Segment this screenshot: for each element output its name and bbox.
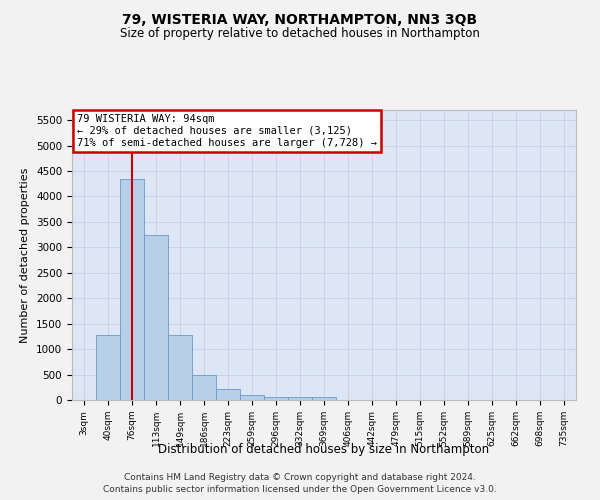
Bar [144, 234, 168, 400]
Bar [288, 398, 312, 400]
Text: 79, WISTERIA WAY, NORTHAMPTON, NN3 3QB: 79, WISTERIA WAY, NORTHAMPTON, NN3 3QB [122, 12, 478, 26]
Bar [96, 336, 120, 400]
Bar [192, 375, 216, 400]
Text: Contains HM Land Registry data © Crown copyright and database right 2024.: Contains HM Land Registry data © Crown c… [124, 472, 476, 482]
Bar [168, 336, 192, 400]
Text: Distribution of detached houses by size in Northampton: Distribution of detached houses by size … [158, 442, 490, 456]
Text: 79 WISTERIA WAY: 94sqm
← 29% of detached houses are smaller (3,125)
71% of semi-: 79 WISTERIA WAY: 94sqm ← 29% of detached… [77, 114, 377, 148]
Bar [120, 178, 144, 400]
Bar [240, 396, 264, 400]
Text: Contains public sector information licensed under the Open Government Licence v3: Contains public sector information licen… [103, 485, 497, 494]
Bar [216, 389, 240, 400]
Bar [312, 398, 336, 400]
Y-axis label: Number of detached properties: Number of detached properties [20, 168, 31, 342]
Text: Size of property relative to detached houses in Northampton: Size of property relative to detached ho… [120, 28, 480, 40]
Bar [264, 397, 288, 400]
